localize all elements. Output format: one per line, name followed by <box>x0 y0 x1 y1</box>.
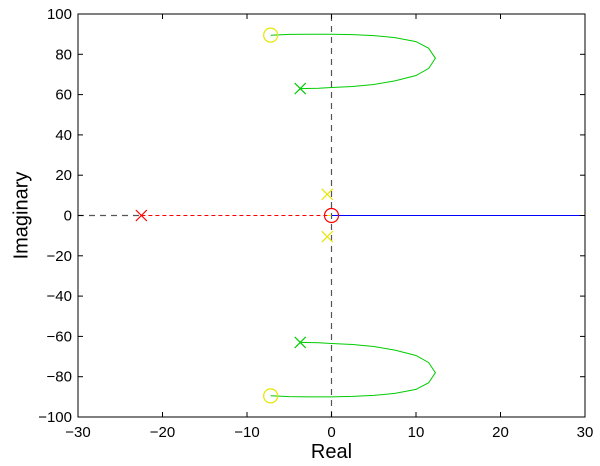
x-tick-label: −10 <box>234 424 259 441</box>
locus-branch-2 <box>270 341 437 398</box>
pole-marker-stroke <box>135 209 148 222</box>
x-tick-label: 30 <box>577 424 594 441</box>
zero-marker <box>323 207 340 224</box>
pole-marker <box>135 209 148 222</box>
pole-marker <box>321 188 334 201</box>
y-tick-label: −60 <box>47 328 72 345</box>
x-tick-label: 10 <box>408 424 425 441</box>
y-tick-label: 100 <box>47 6 72 23</box>
y-tick-label: −20 <box>47 248 72 265</box>
pole-marker-stroke <box>294 336 307 349</box>
y-tick-label: −40 <box>47 288 72 305</box>
zero-marker <box>263 388 279 404</box>
x-tick-label: −30 <box>65 424 90 441</box>
y-tick-label: −100 <box>38 409 72 426</box>
pole-marker-stroke <box>321 188 334 201</box>
y-tick-label: 40 <box>55 127 72 144</box>
x-tick-label: 0 <box>327 424 335 441</box>
y-tick-label: 80 <box>55 46 72 63</box>
pole-marker-stroke <box>294 82 307 95</box>
plot-frame <box>77 13 586 418</box>
y-tick-label: 0 <box>64 208 72 225</box>
y-tick-label: −80 <box>47 369 72 386</box>
locus-branch-1 <box>270 33 437 90</box>
pole-marker <box>321 230 334 243</box>
x-tick-label: 20 <box>492 424 509 441</box>
zero-marker <box>263 27 279 43</box>
y-tick-label: 60 <box>55 87 72 104</box>
x-axis-label: Real <box>311 441 352 463</box>
pole-marker-stroke <box>321 230 334 243</box>
pole-marker <box>294 82 307 95</box>
axis-ticks: −30 −20 −10 0 10 20 30−100−80−60−40−2002040608… <box>38 6 593 441</box>
y-tick-label: 20 <box>55 167 72 184</box>
pole-marker <box>294 336 307 349</box>
x-tick-label: −20 <box>150 424 175 441</box>
plot-area <box>78 14 585 417</box>
y-axis-label: Imaginary <box>10 172 32 260</box>
